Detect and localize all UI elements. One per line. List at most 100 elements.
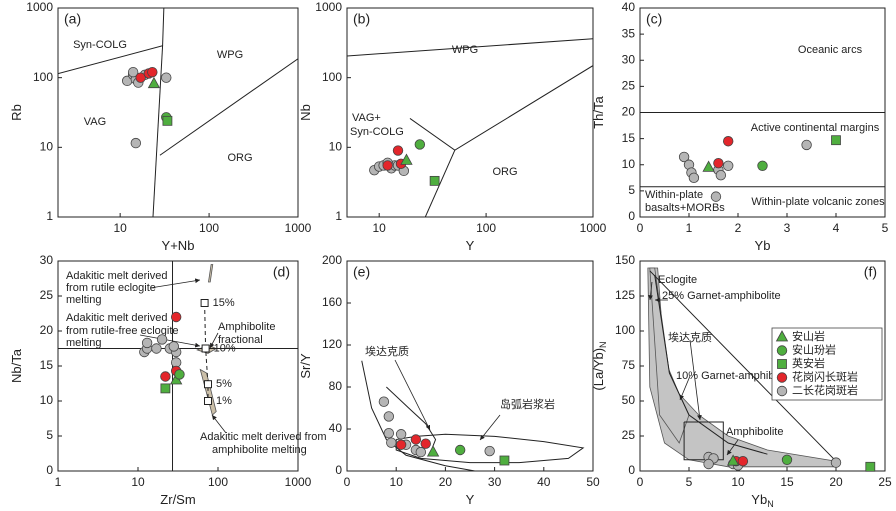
point	[415, 446, 427, 458]
annotation: melting	[66, 294, 101, 306]
x-tick-label: 40	[537, 475, 551, 489]
y-tick-label: 35	[622, 26, 636, 40]
y-axis-label: Nb	[298, 104, 313, 121]
x-tick-label: 30	[488, 475, 502, 489]
annotation: Within-plate	[645, 189, 703, 201]
panel: 10 100 1000 1 10 100 1000 Y+Nb Rb (a) Syn-COLG WPG V…	[9, 0, 311, 253]
y-tick-label: 40	[622, 0, 636, 14]
x-tick-label: 100	[199, 221, 219, 235]
point	[414, 139, 426, 150]
y-tick-label: 150	[615, 253, 635, 267]
point	[757, 160, 768, 171]
boundary-line	[347, 38, 593, 57]
x-tick-label: 0	[344, 475, 351, 489]
x-axis-label: Yb	[755, 238, 771, 253]
annotation: VAG+	[352, 112, 381, 124]
point	[865, 461, 876, 472]
point	[801, 139, 812, 151]
point	[715, 169, 727, 181]
y-tick-label: 1	[46, 209, 53, 223]
legend-label: 安山岩	[792, 329, 825, 343]
annotation: basalts+MORBs	[645, 202, 725, 214]
boundary-line	[654, 274, 768, 455]
point	[161, 72, 172, 83]
y-tick-label: 25	[622, 79, 636, 93]
x-axis-label: YbN	[751, 492, 773, 509]
y-axis-label-text: Nb/Ta	[9, 348, 24, 383]
point	[383, 428, 395, 439]
annotation-arrow	[479, 414, 501, 441]
boundary-line	[409, 65, 593, 151]
annotation: melting	[66, 337, 101, 349]
plot-area	[58, 8, 298, 217]
y-tick-label: 100	[322, 70, 342, 84]
y-axis-label: (La/Yb)N	[591, 341, 608, 390]
y-axis-label-sub: N	[598, 341, 608, 348]
y-tick-label: 1000	[26, 0, 53, 14]
panel-label: (b)	[353, 11, 370, 27]
y-tick-label: 1	[335, 209, 342, 223]
x-tick-label: 4	[833, 221, 840, 235]
point	[127, 66, 139, 78]
annotation: from rutile eclogite	[66, 282, 156, 294]
point	[777, 359, 787, 369]
x-axis-label-text: Y	[466, 492, 475, 507]
plot-area	[640, 112, 885, 188]
boundary-line	[152, 45, 164, 217]
x-tick-label: 0	[637, 475, 644, 489]
point	[383, 411, 395, 422]
panel-label: (f)	[864, 264, 877, 280]
point	[723, 136, 734, 147]
x-tick-label: 15	[780, 475, 794, 489]
y-tick-label: 20	[40, 323, 54, 337]
y-tick-label: 80	[329, 379, 343, 393]
x-tick-label: 20	[829, 475, 843, 489]
y-tick-label: 200	[322, 253, 342, 267]
y-tick-label: 0	[335, 463, 342, 477]
y-axis-label: Nb/Ta	[9, 348, 24, 383]
panel: 0 5 10 15 20 250255075100125150YbN(La/Yb)N(f)…	[591, 253, 892, 509]
point	[776, 385, 788, 397]
model-label: 1%	[216, 395, 232, 407]
field	[199, 368, 217, 416]
point	[135, 72, 146, 83]
annotation: Oceanic arcs	[798, 44, 863, 56]
panel-label: (d)	[273, 264, 290, 280]
point	[160, 371, 171, 382]
point	[395, 439, 407, 450]
annotation-arrow	[139, 334, 201, 348]
model-label: 10%	[214, 342, 236, 354]
model-point	[200, 299, 209, 307]
x-axis-label: Y	[466, 238, 475, 253]
x-axis-label-text: Yb	[755, 238, 771, 253]
y-tick-label: 100	[615, 323, 635, 337]
plot-area	[361, 360, 585, 471]
y-tick-label: 15	[622, 131, 636, 145]
plot-frame	[57, 7, 299, 218]
x-tick-label: 20	[439, 475, 453, 489]
point	[775, 330, 789, 342]
annotation: Adakitic melt derived from	[200, 431, 327, 443]
y-tick-label: 25	[40, 288, 54, 302]
point	[678, 151, 690, 163]
point	[174, 369, 185, 380]
x-axis-label-text: Y	[466, 238, 475, 253]
y-tick-label: 15	[40, 358, 54, 372]
point	[484, 445, 495, 457]
y-axis-label-text: Rb	[9, 104, 24, 121]
x-tick-label: 100	[476, 221, 496, 235]
annotation-arrow	[648, 281, 653, 301]
point	[710, 191, 722, 202]
annotation: Adakitic melt derived	[66, 312, 168, 324]
point	[726, 454, 740, 466]
point	[426, 445, 440, 457]
annotation: from rutile-free eclogite	[66, 325, 179, 337]
y-axis-label-text: (La/Yb)	[591, 348, 606, 391]
y-tick-label: 30	[622, 52, 636, 66]
y-tick-label: 20	[622, 105, 636, 119]
point	[723, 160, 734, 171]
x-tick-label: 1000	[580, 221, 607, 235]
x-tick-label: 3	[784, 221, 791, 235]
point	[831, 135, 841, 146]
y-tick-label: 10	[329, 140, 343, 154]
